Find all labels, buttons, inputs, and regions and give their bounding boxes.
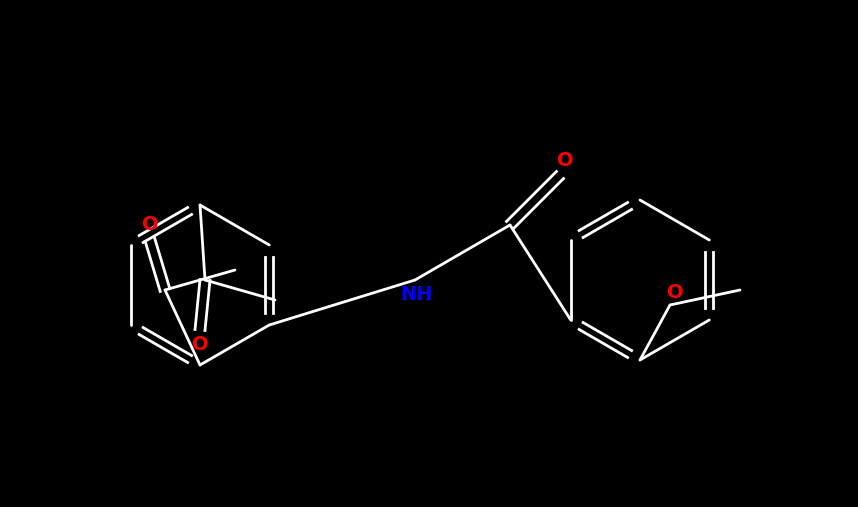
Text: O: O xyxy=(142,215,159,235)
Text: O: O xyxy=(191,336,208,354)
Text: O: O xyxy=(667,283,683,303)
Text: O: O xyxy=(557,151,573,169)
Text: NH: NH xyxy=(401,285,433,304)
